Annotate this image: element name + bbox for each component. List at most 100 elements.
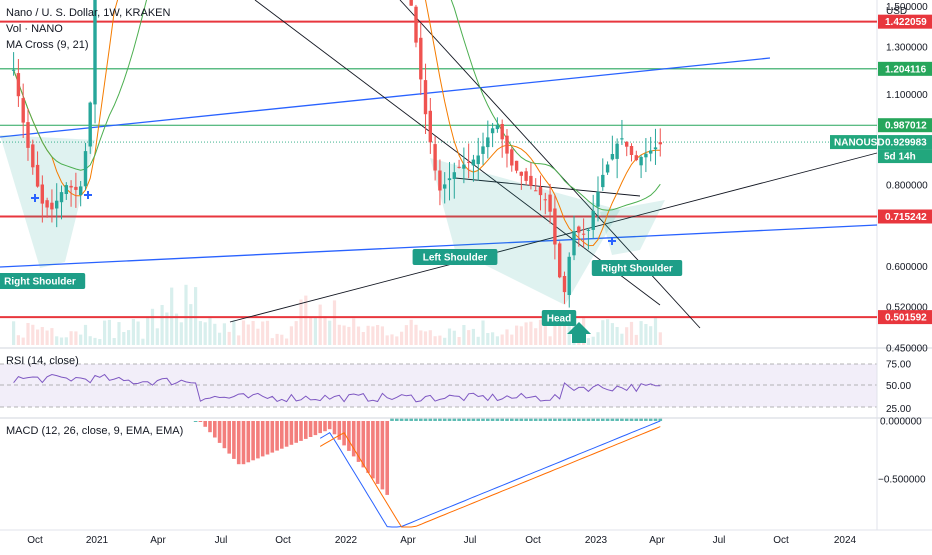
candle [548, 183, 552, 224]
candle [438, 159, 442, 206]
candle-body [505, 135, 509, 154]
volume-bar [222, 323, 226, 345]
volume-bar [88, 336, 92, 345]
rsi-legend[interactable]: RSI (14, close) [6, 355, 79, 367]
candle-body [548, 194, 552, 212]
volume-bar [40, 327, 44, 345]
candle [447, 161, 452, 201]
candle-body [572, 231, 576, 256]
volume-bar [150, 308, 155, 345]
candle [16, 58, 21, 107]
candle [586, 227, 591, 250]
volume-bar [79, 334, 83, 345]
macd-hist-bar [232, 421, 236, 459]
head-label: Head [547, 314, 571, 325]
candle-body [83, 151, 88, 187]
candle-body [586, 229, 591, 231]
macd-hist-bar [624, 418, 629, 421]
macd-hist-bar [208, 421, 212, 433]
volume-bar [596, 332, 600, 345]
volume-bar [64, 337, 68, 345]
candle-body [634, 155, 638, 161]
candle-body [567, 256, 571, 295]
volume-bar [141, 338, 145, 345]
volume-bar [313, 317, 317, 345]
macd-hist-bar [615, 418, 619, 421]
macd-hist-bar [289, 421, 294, 445]
volume-bar [261, 321, 265, 345]
candle [500, 119, 504, 158]
volume-bar [433, 336, 437, 345]
volume-bar [586, 338, 590, 345]
candle [505, 129, 509, 168]
candle [649, 136, 653, 162]
macd-hist-bar [299, 421, 303, 441]
candle-body [514, 160, 519, 171]
candle-body [59, 192, 64, 203]
volume-bar [548, 336, 552, 345]
symbol-legend[interactable]: Nano / U. S. Dollar, 1W, KRAKEN [6, 7, 171, 19]
candle [524, 167, 528, 186]
candle-body [653, 147, 658, 150]
candle [452, 162, 456, 199]
volume-bar [26, 323, 30, 345]
candle-body [50, 202, 54, 210]
volume-bar [155, 328, 159, 345]
macd-hist-bar [347, 421, 351, 451]
volume-bar [567, 326, 571, 345]
candle [88, 101, 92, 154]
candle-body [495, 125, 500, 130]
right-shoulder-label-2-bg [591, 260, 683, 276]
price-tick-label: 0.450000 [886, 343, 928, 354]
pattern-zone-right [600, 200, 665, 255]
price-tag-label: 0.501592 [885, 313, 927, 324]
candle-body [524, 171, 528, 181]
moving-averages [13, 0, 661, 247]
volume-bar [352, 318, 356, 345]
candle-body [409, 0, 413, 6]
macd-hist-bar [524, 418, 528, 421]
candle [64, 182, 68, 200]
head-label-bg [541, 310, 577, 326]
rsi-tick-label: 75.00 [886, 360, 911, 371]
candle-body [79, 186, 83, 195]
candle [567, 252, 571, 308]
price-tag-label: 1.422059 [885, 17, 927, 28]
macd-hist-bar [385, 421, 389, 495]
candle [457, 159, 461, 169]
candle-body [74, 186, 78, 190]
symbol-tag-bg [830, 135, 877, 150]
volume-bar [112, 338, 116, 345]
macd-hist-bar [648, 418, 653, 421]
candle-body [658, 142, 662, 145]
candle-body [423, 80, 428, 115]
macd-hist-bar [423, 418, 428, 421]
volume-bar [653, 318, 658, 345]
candle-body [428, 110, 432, 143]
macd-legend[interactable]: MACD (12, 26, close, 9, EMA, EMA) [6, 425, 184, 437]
macd-hist-bar [275, 421, 279, 451]
candle-body [433, 144, 437, 171]
candle-body [534, 190, 538, 192]
candle [581, 218, 586, 248]
macd-hist-bar [486, 418, 490, 421]
macd-hist-bar [644, 418, 648, 421]
volume-legend[interactable]: Vol · NANO [6, 23, 63, 35]
candle [21, 83, 25, 138]
volume-bar [644, 324, 648, 345]
volume-bar [45, 330, 49, 345]
volume-bar [184, 284, 188, 345]
candle-body [519, 171, 523, 176]
volume-bar [275, 333, 279, 345]
macd-hist-bar [466, 418, 471, 421]
macd-hist-bar [533, 418, 538, 421]
volume-bar [136, 321, 140, 345]
volume-bar [462, 325, 466, 345]
macd-hist-bar [581, 418, 586, 421]
candle-body [471, 159, 476, 166]
volume-bar [103, 320, 107, 345]
candle [610, 135, 615, 161]
candle-body [64, 185, 68, 194]
ma-cross-legend[interactable]: MA Cross (9, 21) [6, 39, 89, 51]
